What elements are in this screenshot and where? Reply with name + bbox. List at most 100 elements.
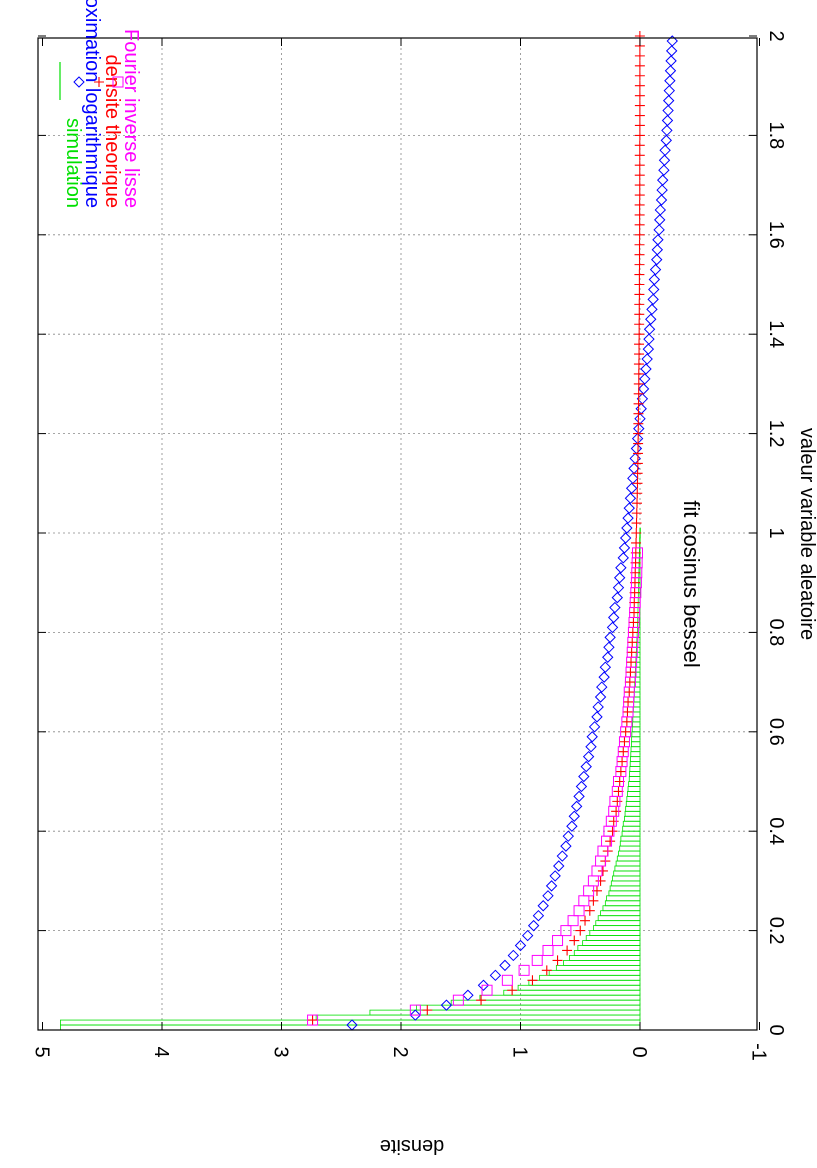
histogram-bar [624, 810, 641, 817]
legend-label: approximation logarithmique [81, 0, 103, 208]
data-point [452, 994, 464, 1006]
data-point [422, 1005, 433, 1016]
histogram-bar [639, 532, 641, 539]
data-point [518, 964, 530, 976]
data-point [617, 756, 628, 767]
data-point [549, 870, 561, 882]
data-point [440, 999, 453, 1011]
data-point [643, 333, 655, 345]
data-point [575, 780, 588, 793]
data-point [645, 313, 657, 325]
data-point [643, 323, 656, 335]
data-point [532, 909, 545, 922]
data-point [631, 508, 642, 519]
data-point [611, 806, 622, 817]
data-point [594, 691, 607, 703]
data-point [621, 716, 632, 727]
histogram-bar [548, 969, 641, 976]
data-point [635, 403, 647, 415]
data-point [514, 939, 527, 952]
legend-swatch [94, 77, 104, 87]
data-point [648, 273, 661, 286]
data-point [640, 363, 652, 375]
histogram-bar [595, 920, 641, 927]
data-point [628, 617, 639, 628]
histogram-bar [60, 1019, 641, 1026]
legend-label: densite theorique [101, 55, 123, 208]
data-point [625, 482, 638, 494]
data-point [507, 985, 518, 996]
data-point [588, 895, 599, 906]
histogram-bar [606, 895, 641, 902]
data-point [615, 562, 627, 574]
histogram-bar [637, 592, 641, 599]
histogram-bar [503, 989, 641, 996]
histogram-bar [630, 751, 641, 758]
histogram-bar [630, 741, 641, 748]
histogram-bar [592, 925, 641, 932]
data-point [634, 130, 645, 141]
series-densite-theorique [307, 31, 645, 1026]
data-point [609, 601, 621, 614]
data-point [634, 289, 645, 300]
data-point [634, 90, 645, 101]
data-point [597, 865, 608, 876]
data-point [604, 631, 616, 644]
histogram-bar [638, 572, 641, 579]
data-point [608, 816, 619, 827]
data-point [634, 199, 645, 210]
data-point [664, 65, 677, 77]
data-point [567, 915, 579, 927]
data-point [627, 637, 638, 648]
legend-swatch [73, 76, 85, 88]
histogram-bar [630, 746, 641, 753]
data-point [666, 35, 678, 47]
data-point [598, 671, 610, 683]
histogram-bar [479, 994, 641, 1001]
histogram-bar [638, 562, 641, 569]
histogram-bar [619, 840, 641, 847]
series-Fourier-inverse-lisse [307, 547, 643, 1026]
histogram-bar [615, 860, 641, 867]
histogram-bar [639, 547, 641, 554]
data-point [632, 448, 643, 459]
data-point [622, 706, 633, 717]
data-point [649, 263, 662, 276]
data-point [634, 120, 645, 131]
histogram-bar [563, 960, 641, 966]
data-point [507, 949, 520, 962]
data-point [632, 458, 643, 469]
data-point [599, 661, 612, 673]
histogram-bar [632, 711, 641, 718]
histogram-bar [585, 935, 641, 941]
data-point [634, 170, 645, 181]
data-point [634, 299, 645, 310]
data-point [658, 164, 670, 176]
histogram-bar [633, 701, 641, 708]
data-point [634, 339, 645, 350]
data-point [634, 140, 645, 151]
data-point [639, 373, 651, 385]
data-point [663, 84, 675, 97]
data-point [605, 836, 616, 847]
x-tick-label: 1.8 [765, 121, 787, 149]
data-point [586, 731, 598, 743]
data-point [632, 478, 643, 489]
histogram-bar [450, 999, 641, 1006]
data-point [664, 75, 676, 87]
data-point [608, 611, 620, 624]
histogram-bar [528, 979, 641, 986]
data-point [633, 428, 644, 439]
data-point [489, 969, 502, 982]
data-point [633, 408, 644, 419]
data-point [578, 895, 590, 907]
data-point [603, 641, 615, 654]
histogram-bar [610, 880, 641, 887]
data-point [619, 736, 630, 747]
data-point [578, 770, 590, 783]
data-point [612, 581, 625, 594]
data-point [620, 726, 631, 737]
data-point [634, 219, 645, 230]
data-point [633, 378, 644, 389]
